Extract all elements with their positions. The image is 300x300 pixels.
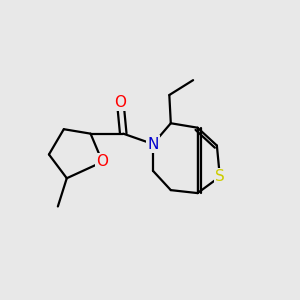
Text: N: N — [147, 136, 159, 152]
Text: O: O — [114, 95, 126, 110]
Text: S: S — [215, 169, 225, 184]
Text: O: O — [96, 154, 108, 169]
